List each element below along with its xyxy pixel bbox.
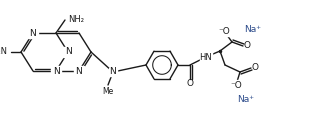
Bar: [63, 47, 73, 57]
Bar: [28, 28, 38, 38]
Text: N: N: [30, 28, 36, 38]
Bar: [51, 66, 61, 76]
Text: N: N: [53, 67, 59, 75]
Text: Me: Me: [102, 87, 114, 95]
Text: NH₂: NH₂: [68, 14, 84, 23]
Text: H₂N: H₂N: [0, 48, 7, 57]
Text: HN: HN: [200, 53, 212, 62]
Text: N: N: [110, 68, 116, 77]
Bar: [217, 26, 231, 36]
Text: Na⁺: Na⁺: [238, 94, 255, 104]
Text: N: N: [65, 48, 71, 57]
Text: O: O: [243, 41, 251, 50]
Text: ⁻O: ⁻O: [230, 80, 242, 90]
Text: Na⁺: Na⁺: [244, 26, 261, 35]
Text: O: O: [187, 80, 193, 89]
Bar: [200, 52, 212, 62]
Text: O: O: [252, 63, 259, 72]
Text: ⁻O: ⁻O: [218, 26, 230, 36]
Text: N: N: [76, 67, 83, 75]
Bar: [109, 68, 117, 76]
Bar: [229, 80, 243, 90]
Bar: [74, 66, 84, 76]
